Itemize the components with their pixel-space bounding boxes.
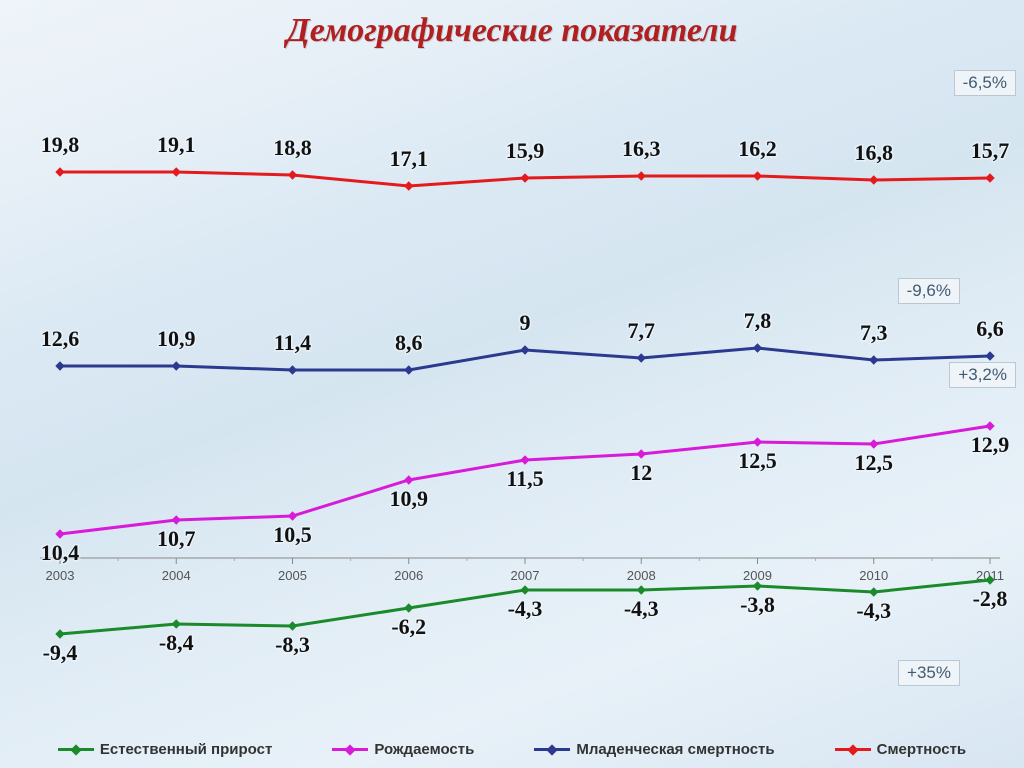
marker	[289, 171, 297, 179]
change-badge: +35%	[898, 660, 960, 686]
data-label: 12,5	[738, 448, 777, 473]
x-axis-label: 2009	[743, 568, 772, 583]
data-label: 7,3	[860, 320, 888, 345]
marker	[986, 422, 994, 430]
data-label: -2,8	[973, 586, 1008, 611]
legend-item-birth_rate: Рождаемость	[332, 741, 474, 758]
x-axis-label: 2006	[394, 568, 423, 583]
marker	[986, 352, 994, 360]
marker	[56, 168, 64, 176]
marker	[637, 586, 645, 594]
data-label: 10,9	[390, 486, 429, 511]
marker	[870, 588, 878, 596]
marker	[289, 366, 297, 374]
data-label: 12	[630, 460, 652, 485]
data-label: -4,3	[508, 596, 543, 621]
x-axis-label: 2010	[859, 568, 888, 583]
data-label: 12,6	[41, 326, 80, 351]
marker	[986, 174, 994, 182]
data-label: 19,8	[41, 132, 80, 157]
change-badge: -9,6%	[898, 278, 960, 304]
data-label: 7,7	[628, 318, 656, 343]
legend-item-infant_mortality: Младенческая смертность	[534, 741, 774, 758]
marker	[754, 344, 762, 352]
x-axis-label: 2005	[278, 568, 307, 583]
marker	[172, 168, 180, 176]
change-badge: +3,2%	[949, 362, 1016, 388]
data-label: 8,6	[395, 330, 423, 355]
legend: Естественный прирост Рождаемость Младенчес…	[0, 741, 1024, 758]
data-label: 9	[520, 310, 531, 335]
data-label: 12,9	[971, 432, 1010, 457]
marker	[521, 174, 529, 182]
data-label: 15,7	[971, 138, 1010, 163]
marker	[754, 172, 762, 180]
marker	[405, 366, 413, 374]
data-label: 17,1	[390, 146, 429, 171]
marker	[172, 620, 180, 628]
x-axis-label: 2003	[46, 568, 75, 583]
marker	[172, 362, 180, 370]
marker	[405, 182, 413, 190]
data-label: 10,9	[157, 326, 196, 351]
data-label: 10,7	[157, 526, 196, 551]
data-label: 19,1	[157, 132, 196, 157]
data-label: 11,4	[274, 330, 311, 355]
marker	[405, 604, 413, 612]
marker	[637, 354, 645, 362]
data-label: 6,6	[976, 316, 1004, 341]
marker	[870, 176, 878, 184]
data-label: -9,4	[43, 640, 78, 665]
data-label: 16,8	[855, 140, 894, 165]
marker	[521, 456, 529, 464]
data-label: -8,3	[275, 632, 310, 657]
data-label: 7,8	[744, 308, 772, 333]
change-badge: -6,5%	[954, 70, 1016, 96]
legend-label: Смертность	[877, 741, 967, 758]
marker	[637, 450, 645, 458]
marker	[521, 586, 529, 594]
data-label: 18,8	[273, 135, 312, 160]
marker	[289, 622, 297, 630]
data-label: 11,5	[506, 466, 543, 491]
legend-label: Рождаемость	[374, 741, 474, 758]
data-label: 16,3	[622, 136, 661, 161]
data-label: 16,2	[738, 136, 777, 161]
marker	[172, 516, 180, 524]
marker	[637, 172, 645, 180]
marker	[870, 356, 878, 364]
chart-canvas: 20032004200520062007200820092010201119,8…	[0, 0, 1024, 768]
data-label: -6,2	[391, 614, 426, 639]
data-label: -3,8	[740, 592, 775, 617]
marker	[521, 346, 529, 354]
marker	[754, 438, 762, 446]
data-label: 12,5	[855, 450, 894, 475]
marker	[56, 362, 64, 370]
data-label: 15,9	[506, 138, 545, 163]
data-label: 10,5	[273, 522, 312, 547]
data-label: -8,4	[159, 630, 194, 655]
x-axis-label: 2008	[627, 568, 656, 583]
marker	[56, 530, 64, 538]
demographics-chart: Демографические показатели 2003200420052…	[0, 0, 1024, 768]
data-label: -4,3	[856, 598, 891, 623]
legend-item-mortality: Смертность	[835, 741, 967, 758]
x-axis-label: 2007	[511, 568, 540, 583]
marker	[289, 512, 297, 520]
data-label: 10,4	[41, 540, 80, 565]
marker	[56, 630, 64, 638]
legend-label: Естественный прирост	[100, 741, 272, 758]
marker	[754, 582, 762, 590]
legend-label: Младенческая смертность	[576, 741, 774, 758]
marker	[405, 476, 413, 484]
data-label: -4,3	[624, 596, 659, 621]
legend-item-natural_increase: Естественный прирост	[58, 741, 272, 758]
marker	[870, 440, 878, 448]
x-axis-label: 2004	[162, 568, 191, 583]
